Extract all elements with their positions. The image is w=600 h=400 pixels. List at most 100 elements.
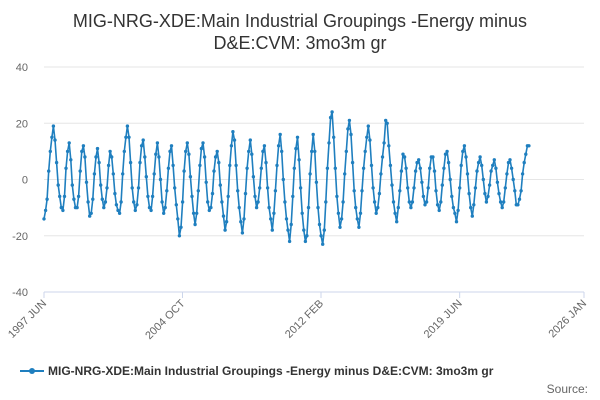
data-point[interactable]: [91, 197, 95, 201]
data-point[interactable]: [339, 217, 344, 221]
data-point[interactable]: [302, 228, 306, 232]
data-point[interactable]: [399, 169, 404, 173]
data-point[interactable]: [78, 169, 82, 173]
data-point[interactable]: [396, 205, 400, 210]
data-point[interactable]: [481, 177, 485, 182]
data-point[interactable]: [470, 214, 474, 218]
data-point[interactable]: [303, 239, 308, 244]
data-point[interactable]: [67, 141, 71, 145]
data-point[interactable]: [344, 149, 348, 154]
data-point[interactable]: [343, 172, 347, 176]
series-mig-nrg-xde[interactable]: [42, 110, 531, 246]
data-point[interactable]: [445, 149, 449, 154]
data-point[interactable]: [401, 152, 405, 156]
data-point[interactable]: [439, 200, 443, 204]
data-point[interactable]: [248, 138, 252, 142]
data-point[interactable]: [89, 211, 93, 215]
data-point[interactable]: [133, 208, 137, 213]
data-point[interactable]: [281, 177, 285, 182]
data-point[interactable]: [75, 205, 79, 210]
data-point[interactable]: [478, 155, 482, 159]
data-point[interactable]: [298, 186, 303, 190]
data-point[interactable]: [275, 163, 279, 168]
data-point[interactable]: [226, 194, 230, 199]
data-point[interactable]: [509, 166, 514, 170]
data-point[interactable]: [243, 191, 248, 196]
data-point[interactable]: [494, 166, 498, 170]
data-point[interactable]: [195, 211, 199, 215]
data-point[interactable]: [395, 220, 399, 224]
data-point[interactable]: [97, 160, 101, 165]
data-point[interactable]: [472, 203, 476, 207]
data-point[interactable]: [105, 186, 109, 190]
data-point[interactable]: [157, 155, 161, 159]
data-point[interactable]: [368, 138, 372, 142]
data-point[interactable]: [81, 144, 86, 148]
data-point[interactable]: [127, 135, 131, 139]
data-point[interactable]: [242, 217, 246, 221]
data-point[interactable]: [289, 222, 293, 227]
data-point[interactable]: [213, 155, 218, 159]
data-point[interactable]: [136, 186, 141, 190]
data-point[interactable]: [221, 214, 226, 218]
data-point[interactable]: [310, 149, 314, 154]
data-point[interactable]: [287, 239, 292, 244]
data-point[interactable]: [379, 172, 383, 176]
data-point[interactable]: [424, 200, 429, 204]
data-point[interactable]: [121, 172, 125, 176]
data-point[interactable]: [59, 205, 63, 210]
data-point[interactable]: [352, 189, 356, 193]
data-point[interactable]: [506, 160, 511, 165]
data-point[interactable]: [162, 211, 166, 215]
data-point[interactable]: [484, 200, 489, 204]
data-point[interactable]: [155, 141, 160, 145]
data-point[interactable]: [86, 200, 90, 204]
data-point[interactable]: [280, 149, 284, 154]
data-point[interactable]: [382, 141, 386, 145]
data-point[interactable]: [491, 163, 495, 168]
data-point[interactable]: [314, 180, 319, 184]
data-point[interactable]: [376, 205, 380, 210]
data-point[interactable]: [95, 146, 100, 151]
data-point[interactable]: [335, 194, 339, 199]
data-point[interactable]: [72, 197, 76, 201]
data-point[interactable]: [428, 166, 432, 170]
data-point[interactable]: [308, 172, 312, 176]
data-point[interactable]: [247, 149, 251, 154]
data-point[interactable]: [418, 166, 422, 170]
data-point[interactable]: [84, 180, 89, 184]
data-point[interactable]: [520, 172, 525, 176]
data-point[interactable]: [132, 200, 136, 204]
data-point[interactable]: [234, 163, 238, 168]
data-point[interactable]: [259, 166, 263, 170]
data-point[interactable]: [141, 138, 145, 142]
data-point[interactable]: [117, 211, 122, 215]
data-point[interactable]: [341, 200, 345, 204]
data-point[interactable]: [240, 231, 245, 235]
data-point[interactable]: [261, 149, 265, 154]
data-point[interactable]: [492, 158, 496, 162]
data-point[interactable]: [231, 130, 235, 134]
data-point[interactable]: [166, 166, 171, 170]
data-point[interactable]: [283, 200, 287, 204]
data-point[interactable]: [432, 169, 437, 173]
data-point[interactable]: [346, 127, 350, 131]
data-point[interactable]: [160, 200, 164, 204]
data-point[interactable]: [80, 149, 84, 154]
data-point[interactable]: [417, 158, 421, 162]
data-point[interactable]: [442, 166, 446, 170]
data-point[interactable]: [407, 200, 411, 204]
data-point[interactable]: [218, 183, 222, 187]
data-point[interactable]: [292, 166, 296, 170]
data-point[interactable]: [187, 152, 191, 156]
data-point[interactable]: [273, 189, 278, 193]
data-point[interactable]: [184, 149, 188, 154]
data-point[interactable]: [125, 124, 130, 128]
data-point[interactable]: [369, 163, 374, 168]
data-point[interactable]: [377, 191, 382, 196]
data-point[interactable]: [371, 186, 375, 190]
data-point[interactable]: [284, 217, 289, 221]
data-point[interactable]: [406, 186, 410, 190]
data-point[interactable]: [180, 200, 185, 204]
data-point[interactable]: [61, 208, 65, 213]
